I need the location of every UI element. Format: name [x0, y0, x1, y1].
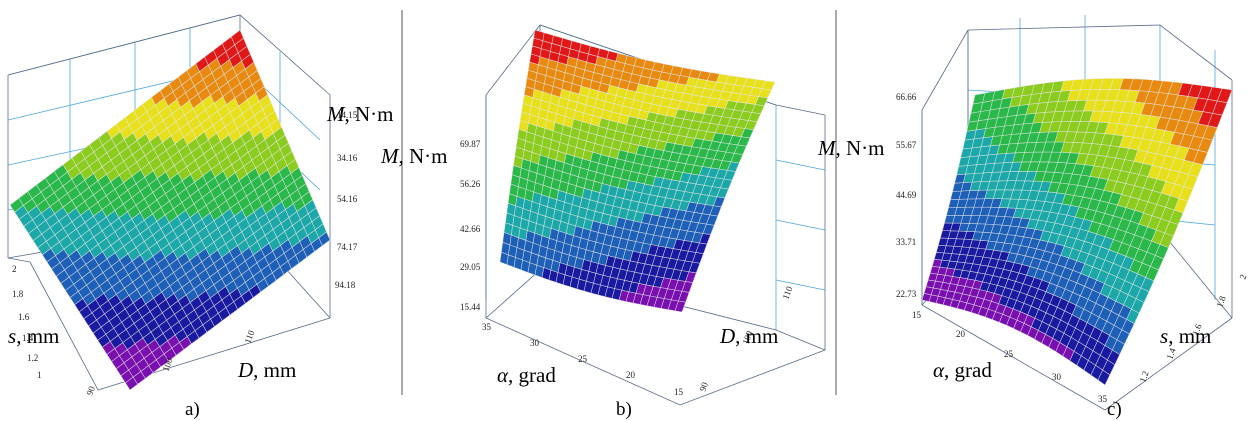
x-tick: 15: [674, 387, 684, 397]
x-tick: 30: [530, 338, 540, 348]
y-tick: 100: [740, 329, 754, 346]
x-tick: 25: [578, 354, 588, 364]
x-axis-label: α, grad: [497, 363, 556, 387]
z-axis-label: M, N·m: [817, 136, 885, 160]
z-axis-ticks: 66.66 55.67 44.69 33.71 22.73: [896, 92, 917, 299]
x-axis-label: α, grad: [933, 358, 992, 382]
y-tick: 1.4: [1164, 346, 1177, 360]
z-tick: 22.73: [896, 289, 917, 299]
x-tick: 100: [160, 356, 174, 373]
y-tick: 90: [697, 380, 710, 392]
y-tick: 1.2: [1137, 370, 1150, 384]
x-tick: 90: [84, 384, 97, 396]
x-tick: 20: [956, 329, 966, 339]
z-tick: 66.66: [896, 92, 917, 102]
y-tick: 2: [12, 264, 17, 274]
y-tick: 1.8: [1214, 294, 1227, 308]
y-axis-ticks: 2 1.8 1.6 1.4 1.2 1: [12, 264, 42, 380]
y-tick: 2: [1237, 273, 1248, 281]
z-tick: 69.87: [460, 139, 481, 149]
z-tick: 94.18: [335, 280, 356, 290]
x-tick: 30: [1052, 372, 1062, 382]
x-tick: 25: [1004, 349, 1014, 359]
y-tick: 110: [780, 284, 794, 300]
z-tick: 44.69: [896, 190, 917, 200]
z-axis-label: M, N·m: [326, 102, 394, 126]
z-axis-ticks: 69.87 56.26 42.66 29.05 15.44: [460, 139, 481, 312]
surface-mesh: [9, 29, 331, 391]
chart-panel-b: 69.87 56.26 42.66 29.05 15.44 35 30 25 2…: [380, 24, 826, 420]
chart-panel-a: 94.18 74.17 54.16 34.16 14.15 2 1.8 1.6 …: [7, 14, 394, 420]
z-tick: 56.26: [460, 179, 481, 189]
x-axis-label: D, mm: [237, 358, 296, 382]
z-tick: 34.16: [337, 153, 358, 163]
y-tick: 1.2: [27, 353, 38, 363]
z-tick: 14.15: [337, 110, 358, 120]
y-tick: 1: [37, 370, 42, 380]
y-axis-ticks: 90 100 110: [697, 284, 794, 392]
panel-caption: a): [185, 399, 200, 420]
surface-cell: [1216, 88, 1233, 103]
z-axis-ticks: 94.18 74.17 54.16 34.16 14.15: [335, 110, 358, 290]
y-tick: 1.8: [12, 289, 24, 299]
surface-mesh: [921, 78, 1233, 386]
surface-mesh: [499, 29, 776, 313]
x-tick: 110: [242, 328, 256, 344]
z-tick: 74.17: [337, 242, 358, 252]
y-tick: 1: [1110, 399, 1121, 407]
x-axis-ticks: 35 30 25 20 15: [482, 322, 684, 397]
z-tick: 54.16: [337, 194, 358, 204]
y-axis-ticks: 1 1.2 1.4 1.6 1.8 2: [1110, 273, 1248, 407]
z-tick: 42.66: [460, 224, 481, 234]
z-tick: 29.05: [460, 262, 481, 272]
y-tick: 1.4: [22, 333, 34, 343]
x-tick: 15: [912, 310, 922, 320]
x-tick: 35: [482, 322, 492, 332]
x-tick: 35: [1098, 394, 1108, 404]
surface-cell: [230, 29, 244, 46]
x-axis-ticks: 15 20 25 30 35: [912, 310, 1108, 404]
y-axis-label: s, mm: [1160, 324, 1211, 348]
y-axis-label: s, mm: [8, 324, 59, 348]
chart-panel-c: 66.66 55.67 44.69 33.71 22.73 15 20 25 3…: [817, 15, 1248, 420]
panel-caption: b): [616, 399, 632, 420]
z-tick: 15.44: [460, 302, 481, 312]
y-tick: 1.6: [1190, 322, 1203, 336]
surface-cell: [761, 80, 776, 91]
y-axis-label: D, mm: [719, 324, 778, 348]
z-tick: 33.71: [896, 237, 916, 247]
panel-caption: c): [1107, 399, 1122, 420]
z-tick: 55.67: [896, 140, 917, 150]
z-axis-label: M, N·m: [380, 144, 448, 168]
x-tick: 20: [626, 370, 636, 380]
y-tick: 1.6: [18, 312, 30, 322]
x-axis-ticks: 90 100 110: [84, 328, 256, 396]
